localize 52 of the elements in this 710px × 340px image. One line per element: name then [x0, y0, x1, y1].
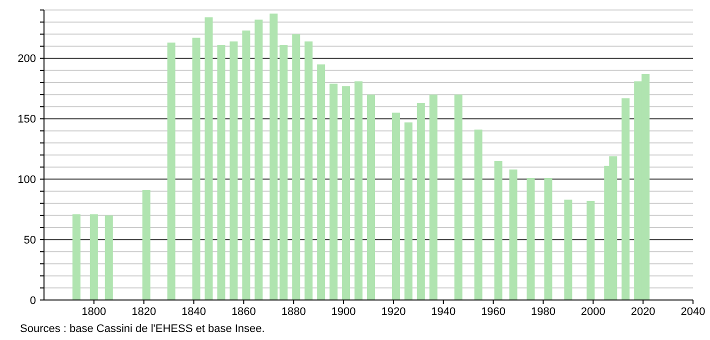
- bar: [254, 20, 263, 300]
- x-tick-label: 2000: [580, 306, 606, 318]
- x-tick-label: 1860: [231, 306, 256, 318]
- bar: [526, 178, 535, 300]
- x-tick-label: 1980: [530, 306, 556, 318]
- bar: [586, 200, 595, 300]
- bar: [416, 103, 425, 300]
- x-tick-label: 1820: [132, 306, 156, 318]
- bar: [230, 41, 238, 300]
- y-tick-label: 150: [18, 114, 36, 126]
- bar: [622, 98, 630, 300]
- source-note: Sources : base Cassini de l'EHESS et base Insee.: [20, 323, 265, 335]
- x-tick-label: 1920: [381, 306, 406, 318]
- x-tick-label: 1940: [431, 306, 456, 318]
- bar: [392, 112, 400, 300]
- x-tick-label: 1800: [82, 306, 106, 318]
- bar: [142, 190, 150, 300]
- y-tick-label: 200: [18, 53, 36, 66]
- bar: [366, 94, 375, 300]
- bar: [494, 161, 502, 300]
- x-tick-label: 1900: [331, 306, 356, 318]
- bar: [509, 170, 518, 300]
- x-tick-label: 2020: [630, 306, 656, 318]
- bar: [280, 45, 288, 300]
- x-tick-label: 1840: [182, 306, 206, 318]
- bar: [104, 215, 113, 300]
- bar: [292, 34, 300, 300]
- bar: [564, 200, 572, 300]
- bar: [404, 122, 412, 300]
- x-tick-label: 1880: [281, 306, 306, 318]
- y-tick-label: 50: [24, 234, 36, 246]
- bar: [544, 178, 552, 300]
- bar: [342, 86, 350, 300]
- bar: [204, 17, 213, 300]
- bar: [72, 214, 80, 300]
- bar: [167, 42, 176, 300]
- bar: [354, 81, 363, 300]
- y-tick-label: 0: [30, 294, 36, 307]
- bar: [330, 84, 338, 300]
- bar: [217, 45, 226, 300]
- bar: [474, 130, 482, 300]
- y-tick-label: 100: [18, 174, 36, 186]
- bar: [242, 30, 250, 300]
- bar: [304, 41, 313, 300]
- x-tick-label: 2040: [680, 306, 706, 318]
- x-tick-label: 1960: [481, 306, 506, 318]
- bar: [270, 14, 278, 300]
- bar: [317, 64, 326, 300]
- bar: [429, 94, 438, 300]
- bar: [192, 38, 200, 300]
- bar: [90, 214, 98, 300]
- bar: [454, 94, 462, 300]
